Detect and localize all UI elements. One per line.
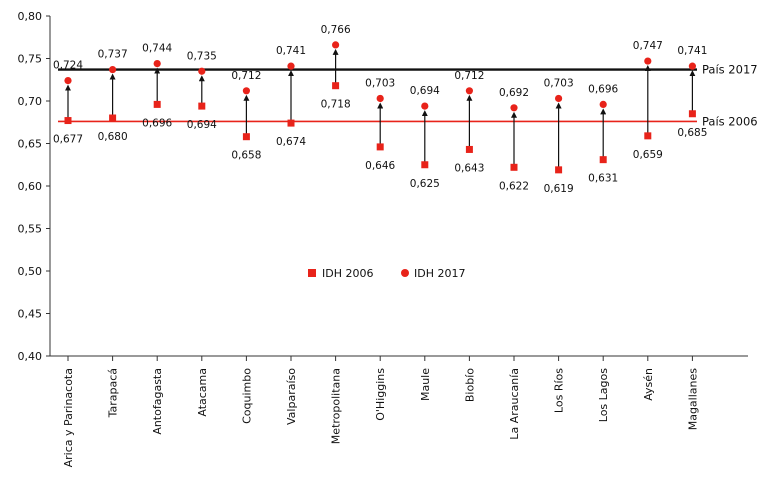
idh-2006-label: 0,680	[98, 131, 128, 143]
idh-2017-point	[332, 41, 340, 49]
idh-2017-label: 0,703	[365, 77, 395, 89]
idh-2006-label: 0,619	[544, 183, 574, 195]
x-tick-label: Coquimbo	[240, 368, 253, 424]
legend-swatch-idh-2006	[308, 269, 316, 277]
idh-2017-point	[242, 87, 250, 95]
idh-2017-point	[421, 102, 429, 110]
idh-2017-point	[644, 57, 652, 65]
idh-2017-point	[510, 104, 518, 112]
idh-2006-label: 0,677	[53, 134, 83, 146]
x-tick-label: Atacama	[196, 368, 209, 417]
idh-2017-label: 0,735	[187, 50, 217, 62]
idh-2017-point	[64, 77, 72, 85]
idh-2006-label: 0,625	[410, 178, 440, 190]
x-tick-label: O'Higgins	[374, 368, 387, 421]
reference-line-label: País 2017	[702, 63, 758, 77]
idh-2006-point	[421, 161, 429, 169]
x-tick-label: Antofagasta	[151, 368, 164, 435]
data-marks	[64, 41, 697, 174]
reference-line-label: País 2006	[702, 114, 758, 128]
y-tick-label: 0,45	[18, 308, 43, 321]
y-tick-label: 0,75	[18, 53, 43, 66]
x-tick-label: La Araucanía	[508, 368, 521, 440]
idh-2017-label: 0,766	[321, 24, 351, 36]
y-tick-label: 0,70	[18, 95, 43, 108]
idh-2006-point	[465, 145, 473, 153]
idh-2017-label: 0,737	[98, 49, 128, 61]
idh-2006-label: 0,646	[365, 160, 395, 172]
idh-2006-point	[376, 143, 384, 151]
idh-2017-point	[153, 60, 161, 68]
reference-lines: País 2017 País 2006	[58, 63, 758, 128]
arrows	[65, 48, 696, 170]
legend-swatch-idh-2017	[401, 269, 409, 277]
idh-2017-point	[688, 62, 697, 70]
idh-2006-label: 0,718	[321, 99, 351, 111]
axes: 0,40 0,45 0,50 0,55 0,60 0,65 0,70 0,75 0,80 Aric…	[18, 10, 748, 467]
idh-2006-label: 0,685	[677, 127, 707, 139]
idh-2017-label: 0,694	[410, 85, 440, 97]
idh-2017-label: 0,712	[231, 70, 261, 82]
x-tick-label: Arica y Parinacota	[62, 368, 75, 467]
idh-2017-label: 0,741	[276, 45, 306, 57]
idh-2006-label: 0,696	[142, 117, 172, 129]
x-tick-label: Metropolitana	[330, 368, 343, 444]
x-tick-label: Tarapacá	[107, 368, 120, 418]
idh-2017-label: 0,703	[544, 77, 574, 89]
idh-2006-point	[644, 132, 652, 140]
idh-2017-point	[109, 65, 117, 74]
idh-2006-label: 0,658	[231, 150, 261, 162]
idh-2006-point	[153, 100, 161, 108]
idh-2017-label: 0,741	[677, 45, 707, 57]
idh-2006-label: 0,694	[187, 119, 217, 131]
idh-2006-label: 0,659	[633, 149, 663, 161]
idh-2017-label: 0,712	[454, 70, 484, 82]
legend: IDH 2006 IDH 2017	[308, 267, 465, 280]
idh-2017-label: 0,724	[53, 60, 83, 72]
x-tick-label: Maule	[419, 368, 432, 401]
idh-2017-point	[287, 62, 295, 70]
x-tick-label: Los Lagos	[597, 368, 610, 422]
idh-2017-point	[198, 67, 206, 75]
idh-2017-label: 0,696	[588, 83, 618, 95]
x-tick-label: Los Ríos	[553, 368, 566, 413]
idh-2006-point	[510, 163, 518, 171]
idh-2017-label: 0,692	[499, 87, 529, 99]
idh-2006-point	[109, 114, 117, 122]
y-tick-label: 0,80	[18, 10, 43, 23]
idh-2006-label: 0,674	[276, 136, 306, 148]
idh-2006-point	[242, 133, 250, 141]
idh-2017-point	[599, 100, 607, 108]
idh-2006-point	[332, 82, 340, 90]
idh-2006-point	[599, 156, 607, 164]
idh-2006-label: 0,643	[454, 162, 484, 174]
legend-label-idh-2006: IDH 2006	[322, 267, 373, 280]
y-tick-label: 0,60	[18, 180, 43, 193]
idh-2006-point	[688, 110, 696, 118]
x-tick-label: Aysén	[642, 368, 655, 401]
idh-2006-label: 0,631	[588, 173, 618, 185]
y-tick-label: 0,40	[18, 350, 43, 363]
idh-2017-point	[465, 87, 473, 95]
idh-2006-point	[198, 102, 206, 110]
data-labels: 0,724 0,737 0,744 0,735 0,712 0,741 0,766 0,703…	[53, 24, 707, 195]
idh-2006-label: 0,622	[499, 180, 529, 192]
y-tick-label: 0,55	[18, 223, 43, 236]
x-tick-label: Magallanes	[686, 368, 699, 431]
idh-2017-point	[555, 94, 563, 103]
idh-2006-point	[64, 117, 72, 125]
x-tick-label: Valparaíso	[285, 368, 298, 425]
idh-2006-point	[555, 166, 563, 174]
idh-2017-label: 0,747	[633, 40, 663, 52]
x-tick-label: Biobío	[463, 368, 476, 402]
y-tick-label: 0,65	[18, 138, 43, 151]
idh-2017-point	[376, 94, 384, 103]
idh-2017-label: 0,744	[142, 43, 172, 55]
y-tick-label: 0,50	[18, 265, 43, 278]
legend-label-idh-2017: IDH 2017	[414, 267, 465, 280]
idh-2006-point	[287, 119, 295, 127]
